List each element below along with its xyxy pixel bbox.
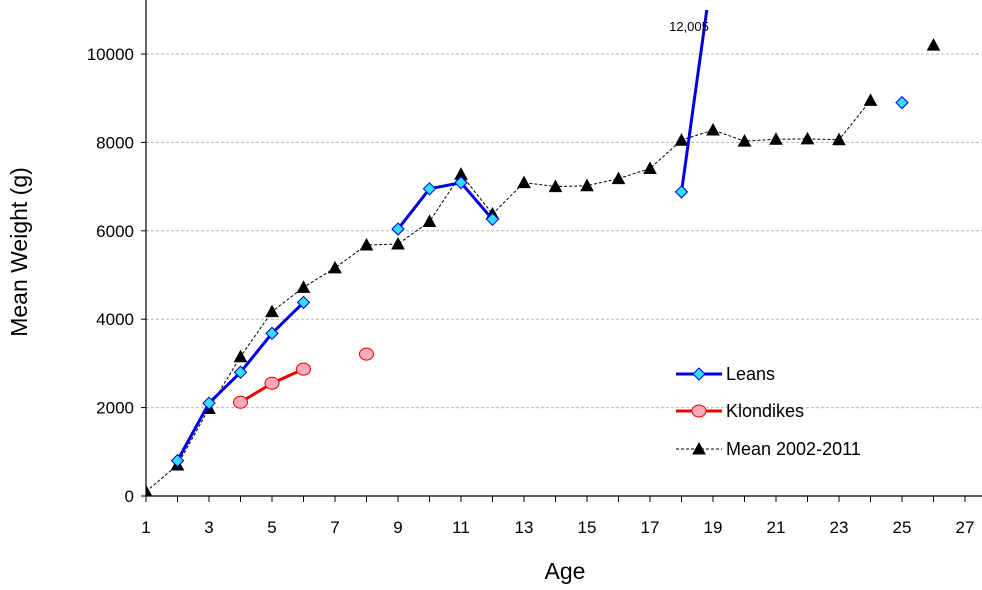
x-tick-label: 5 xyxy=(267,518,276,537)
x-tick-label: 17 xyxy=(641,518,660,537)
mean-point xyxy=(580,178,594,192)
y-axis-title: Mean Weight (g) xyxy=(6,167,32,337)
series-line xyxy=(176,301,305,462)
mean-point xyxy=(737,134,752,147)
series-line xyxy=(146,100,871,492)
mean-point xyxy=(926,38,941,51)
x-tick-label: 19 xyxy=(704,518,723,537)
y-tick-label: 2000 xyxy=(96,399,134,418)
x-tick-label: 15 xyxy=(578,518,597,537)
klondikes-point xyxy=(264,376,280,390)
leans-point xyxy=(170,453,185,468)
x-tick-label: 1 xyxy=(141,518,150,537)
mean-point xyxy=(517,175,531,189)
mean-point xyxy=(548,179,563,193)
mean-point xyxy=(832,132,846,146)
klondikes-point xyxy=(691,404,707,418)
klondikes-point xyxy=(359,347,374,361)
y-tick-label: 8000 xyxy=(96,133,134,152)
mean-point xyxy=(146,484,153,496)
leans-point xyxy=(202,396,216,410)
legend-item: Mean 2002-2011 xyxy=(676,439,861,459)
mean-point xyxy=(359,237,374,251)
mean-point xyxy=(296,280,311,293)
mean-point xyxy=(800,131,815,145)
legend-label: Leans xyxy=(726,364,775,384)
leans-point xyxy=(454,175,468,190)
mean-point xyxy=(265,304,279,318)
legend-label: Klondikes xyxy=(726,401,804,421)
klondikes-point xyxy=(233,395,248,409)
leans-point xyxy=(895,95,909,110)
legend: Leans Klondikes Mean 2002-2011 xyxy=(676,364,861,459)
mean-point xyxy=(233,349,248,363)
annotations: 12,005 xyxy=(669,19,709,34)
mean-point xyxy=(643,161,657,174)
leans-point xyxy=(422,182,437,196)
x-tick-label: 25 xyxy=(893,518,912,537)
y-tick-label: 6000 xyxy=(96,222,134,241)
klondikes-point xyxy=(296,362,311,376)
x-tick-label: 21 xyxy=(767,518,786,537)
mean-point xyxy=(706,122,720,136)
x-tick-label: 27 xyxy=(956,518,975,537)
x-tick-label: 3 xyxy=(204,518,213,537)
x-tick-label: 23 xyxy=(830,518,849,537)
mean-point xyxy=(863,93,878,106)
mean-point xyxy=(422,214,437,228)
leans-point xyxy=(692,367,706,381)
mean-point xyxy=(692,441,706,455)
series-line xyxy=(396,180,494,230)
gridlines xyxy=(146,53,982,409)
series-line xyxy=(680,10,709,193)
series-klondikes xyxy=(233,347,374,409)
leans-point xyxy=(391,222,405,236)
mean-point xyxy=(674,133,689,146)
mean-point xyxy=(391,237,405,250)
series-mean-2002-2011 xyxy=(146,38,941,496)
y-tick-label: 10000 xyxy=(87,45,134,64)
series-leans xyxy=(170,10,909,468)
leans-point xyxy=(265,326,279,341)
leans-point xyxy=(674,185,689,199)
mean-point xyxy=(769,132,783,145)
x-axis-title: Age xyxy=(545,558,586,584)
annotation-label: 12,005 xyxy=(669,19,709,34)
x-tick-label: 13 xyxy=(515,518,534,537)
legend-label: Mean 2002-2011 xyxy=(726,439,861,459)
series-layer xyxy=(146,10,941,496)
legend-item: Klondikes xyxy=(676,401,804,421)
leans-point xyxy=(485,212,500,227)
y-tick-label: 4000 xyxy=(96,310,134,329)
x-tick-label: 9 xyxy=(393,518,402,537)
mean-point xyxy=(328,260,342,274)
legend-item: Leans xyxy=(676,364,775,384)
leans-point xyxy=(296,295,311,310)
leans-point xyxy=(233,365,248,379)
x-tick-label: 11 xyxy=(452,518,470,537)
y-tick-label: 0 xyxy=(125,487,134,506)
x-tick-label: 7 xyxy=(330,518,339,537)
mean-point xyxy=(611,171,626,185)
